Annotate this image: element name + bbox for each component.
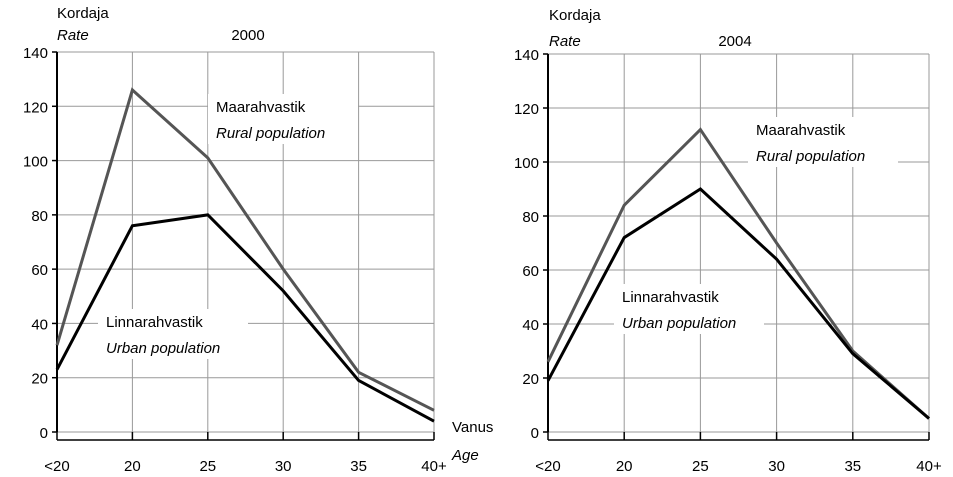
y-tick-label: 0 [40, 425, 48, 442]
chart-title: 2004 [718, 33, 751, 50]
series-label: Linnarahvastik [106, 314, 203, 331]
x-tick-label: <20 [535, 458, 560, 475]
y-tick-label: 60 [31, 262, 48, 279]
series-line [546, 127, 930, 420]
label-box [614, 284, 764, 334]
y-tick-label: 0 [531, 425, 539, 442]
series-label: Maarahvastik [756, 122, 846, 139]
y-tick-label: 120 [23, 99, 48, 116]
x-tick-label: <20 [44, 458, 69, 475]
series-line [546, 187, 930, 420]
series-label-en: Rural population [756, 148, 865, 165]
series-label-en: Rural population [216, 125, 325, 142]
x-tick-label: 20 [616, 458, 633, 475]
series-label-en: Urban population [622, 315, 736, 332]
chart-title: 2000 [231, 27, 264, 44]
y-axis-label: Kordaja [549, 7, 601, 24]
x-tick-label: 25 [692, 458, 709, 475]
y-axis-label: Kordaja [57, 5, 109, 22]
y-tick-label: 80 [522, 209, 539, 226]
x-tick-label: 35 [844, 458, 861, 475]
x-tick-label: 25 [199, 458, 216, 475]
y-tick-label: 140 [514, 47, 539, 64]
series-label: Linnarahvastik [622, 289, 719, 306]
y-tick-label: 20 [522, 371, 539, 388]
x-tick-label: 40+ [916, 458, 942, 475]
y-tick-label: 120 [514, 101, 539, 118]
y-tick-label: 40 [31, 316, 48, 333]
x-tick-label: 30 [768, 458, 785, 475]
y-axis-label-en: Rate [57, 27, 89, 44]
x-tick-label: 35 [350, 458, 367, 475]
y-tick-label: 80 [31, 208, 48, 225]
y-tick-label: 100 [23, 154, 48, 171]
x-tick-label: 40+ [421, 458, 447, 475]
y-tick-label: 40 [522, 317, 539, 334]
label-box [208, 94, 358, 144]
label-box [748, 117, 898, 167]
x-axis-label-en: Age [451, 447, 479, 464]
label-box [98, 309, 248, 359]
y-tick-label: 20 [31, 371, 48, 388]
x-tick-label: 20 [124, 458, 141, 475]
series-line [55, 87, 435, 412]
y-tick-label: 60 [522, 263, 539, 280]
y-tick-label: 100 [514, 155, 539, 172]
y-axis-label-en: Rate [549, 33, 581, 50]
x-tick-label: 30 [275, 458, 292, 475]
y-tick-label: 140 [23, 45, 48, 62]
series-label-en: Urban population [106, 340, 220, 357]
series-line [55, 213, 435, 423]
x-axis-label: Vanus [452, 419, 493, 436]
series-label: Maarahvastik [216, 99, 306, 116]
